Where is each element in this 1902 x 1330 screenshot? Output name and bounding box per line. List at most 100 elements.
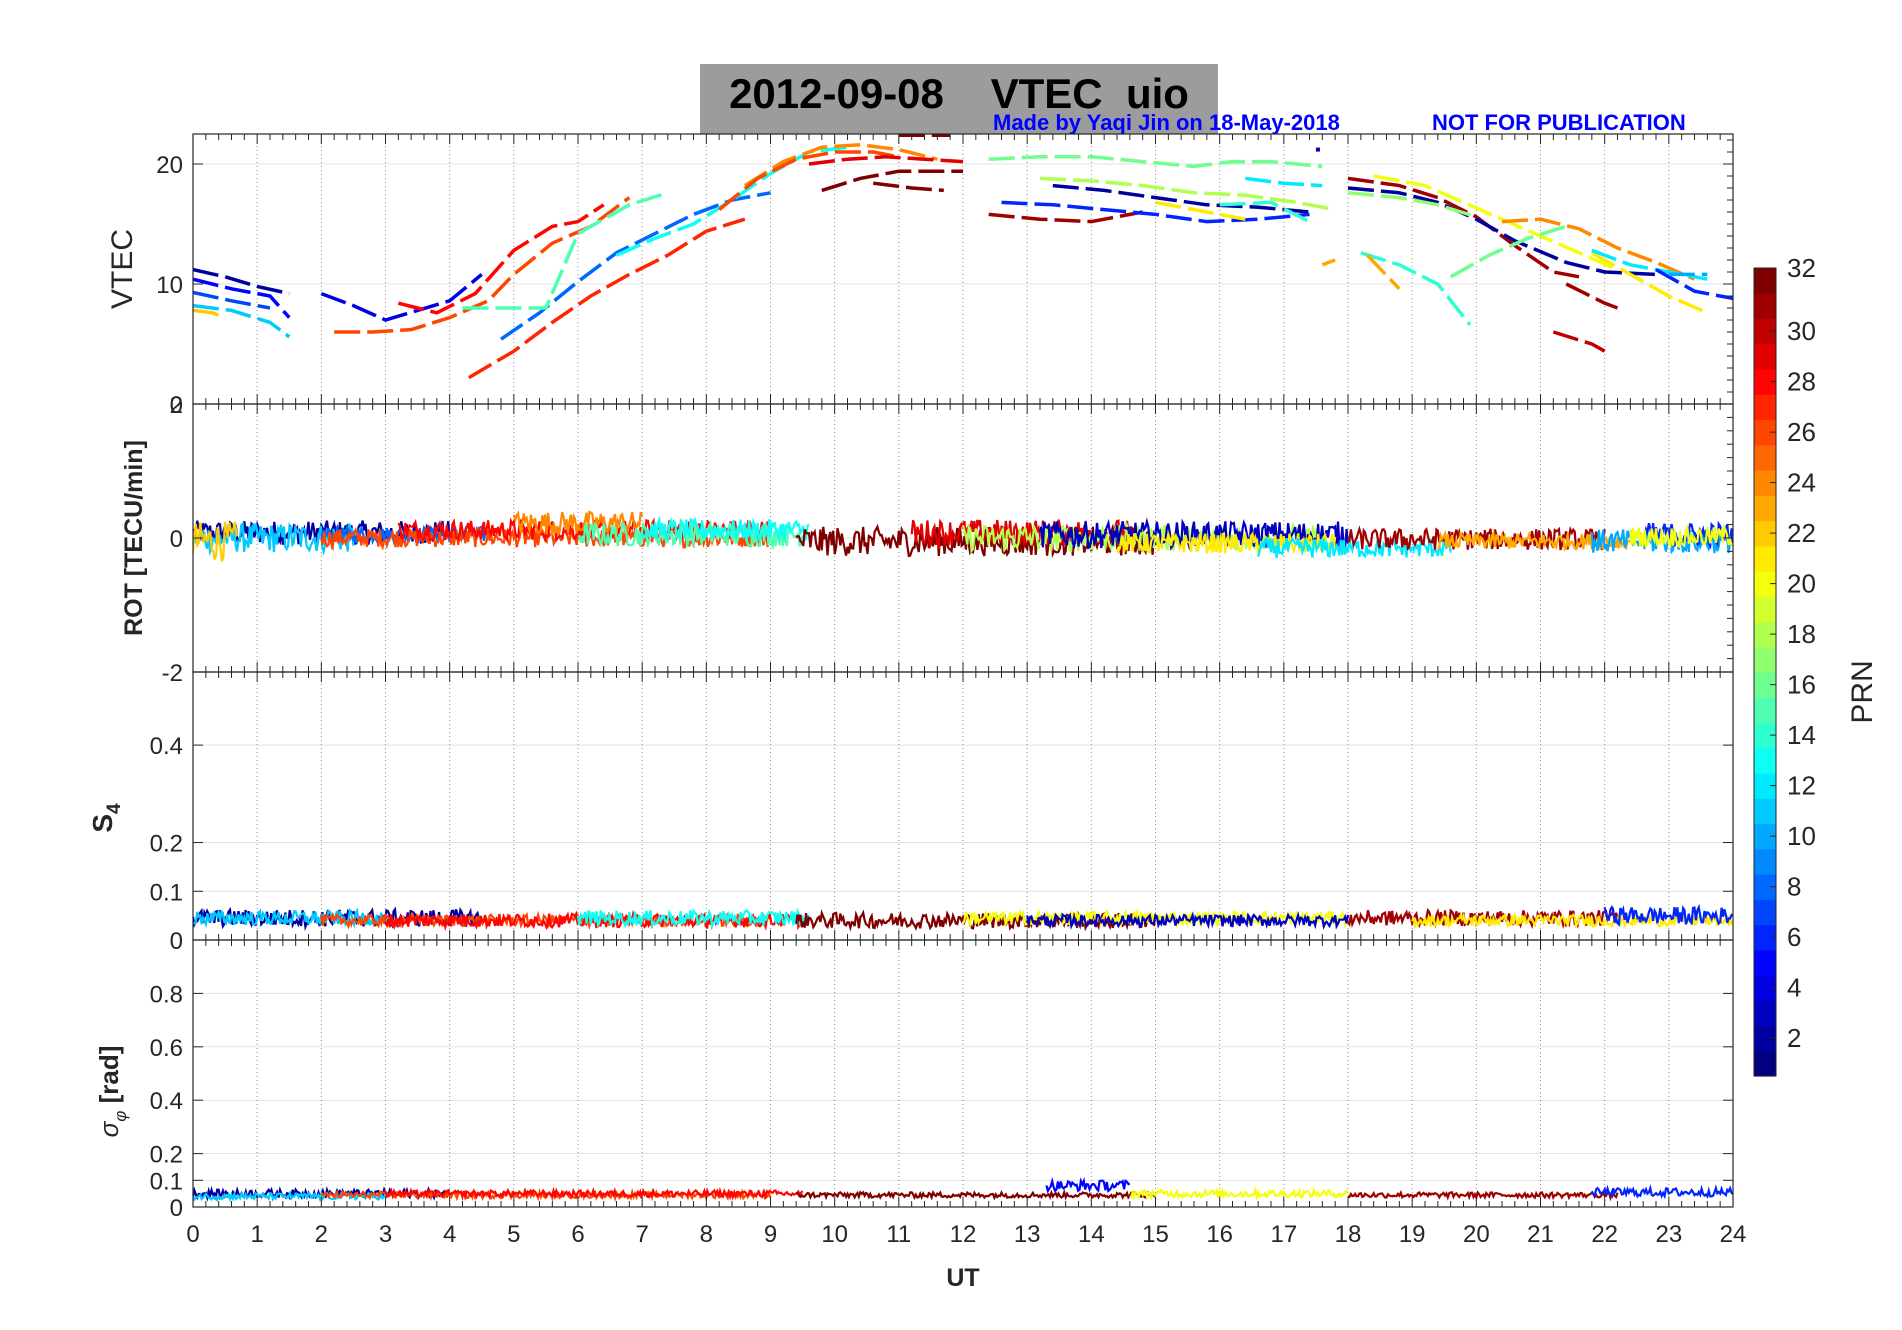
series-prn-28 [384, 1186, 804, 1202]
colorbar-swatch [1754, 394, 1776, 421]
y-tick-label: 0.6 [150, 1035, 183, 1062]
series-prn-6 [1001, 200, 1310, 224]
colorbar-swatch [1754, 1000, 1776, 1027]
series-prn-31 [1347, 525, 1606, 551]
colorbar-swatch [1754, 747, 1776, 774]
series-prn-23 [1366, 253, 1401, 291]
series-prn-22 [193, 521, 239, 562]
colorbar-swatch [1754, 848, 1776, 875]
x-tick-label: 6 [571, 1221, 584, 1248]
colorbar-swatch [1754, 874, 1776, 900]
title-box [700, 64, 1218, 134]
series-prn-27 [468, 217, 746, 380]
colorbar-swatch [1754, 773, 1776, 799]
colorbar-swatch [1754, 343, 1776, 370]
colorbar-tick-label: 4 [1787, 973, 1801, 1003]
colorbar-label: PRN [1846, 660, 1879, 723]
colorbar-swatch [1754, 1050, 1776, 1077]
x-tick-label: 7 [635, 1221, 648, 1248]
panel-vtec: 0 10 20 VTEC [106, 133, 1734, 419]
series-prn-7 [193, 290, 271, 310]
data-layer [193, 1176, 1733, 1203]
x-tick-label: 22 [1591, 1221, 1618, 1248]
series-prn-18 [1039, 176, 1336, 212]
series-prn-14 [1219, 200, 1311, 224]
series-prn-21 [1155, 200, 1246, 221]
colorbar-tick-label: 14 [1787, 720, 1816, 750]
credit-text: Made by Yaqi Jin on 18-May-2018 [993, 110, 1340, 135]
series-prn-32 [821, 169, 963, 193]
colorbar-swatch [1754, 596, 1776, 623]
y-tick-label: 0.2 [150, 831, 183, 858]
series-prn-30 [1552, 330, 1606, 353]
y-tick-label: 0.1 [150, 879, 183, 906]
series-prn-29 [808, 155, 964, 166]
y-tick-label: 2 [170, 392, 183, 419]
series-prn-26 [718, 150, 900, 211]
y-tick-label: 0.2 [150, 1142, 183, 1169]
y-tick-label: 10 [156, 272, 183, 299]
series-prn-3 [1026, 910, 1350, 930]
data-layer [193, 510, 1733, 562]
series-prn-16 [988, 155, 1323, 169]
series-prn-15 [462, 191, 669, 310]
colorbar-swatch [1754, 798, 1776, 825]
series-prn-13 [576, 907, 811, 930]
series-prn-20 [1629, 523, 1733, 549]
y-tick-label: 0 [170, 392, 183, 419]
series-prn-14 [1360, 251, 1472, 326]
x-tick-label: 8 [700, 1221, 713, 1248]
x-tick-label: 21 [1527, 1221, 1554, 1248]
series-prn-20 [1373, 174, 1619, 272]
colorbar-tick-label: 18 [1787, 619, 1816, 649]
series-prn-8 [500, 191, 771, 341]
colorbar-swatch [1754, 318, 1776, 345]
panel-s4: 0 0.1 0.2 0.4 S4 [87, 671, 1734, 955]
colorbar-swatch [1754, 293, 1776, 320]
colorbar-swatch [1754, 949, 1776, 976]
colorbar-tick-label: 10 [1787, 821, 1816, 851]
series-prn-13 [641, 515, 810, 544]
y-tick-label: 20 [156, 152, 183, 179]
y-axis-label: S4 [87, 803, 125, 833]
colorbar-swatch [1754, 369, 1776, 395]
colorbar-tick-label: 30 [1787, 316, 1816, 346]
colorbar-swatch [1754, 444, 1776, 471]
x-tick-label: 10 [821, 1221, 848, 1248]
colorbar-swatch [1754, 545, 1776, 572]
colorbar-tick-label: 32 [1787, 253, 1816, 283]
panel-sigphi: 00.10.20.40.60.8σφ [rad]0 1 2 3 4 5 6 7 8 9 10 11 12… [94, 939, 1747, 1292]
colorbar-tick-label: 24 [1787, 468, 1816, 498]
series-prn-12 [1245, 176, 1323, 188]
colorbar-tick-label: 6 [1787, 922, 1801, 952]
y-tick-label: 0.8 [150, 981, 183, 1008]
series-prn-20 [1129, 1185, 1349, 1202]
y-tick-label: 0.1 [150, 1168, 183, 1195]
y-tick-label: 0.4 [150, 1088, 183, 1115]
series-prn-31 [988, 210, 1144, 224]
x-tick-label: 24 [1720, 1221, 1747, 1248]
title-product: VTEC [990, 70, 1103, 117]
series-prn-22 [193, 308, 226, 320]
colorbar-tick-label: 12 [1787, 771, 1816, 801]
colorbar-tick-label: 16 [1787, 670, 1816, 700]
y-tick-label: -2 [162, 660, 183, 687]
colorbar-swatch [1754, 924, 1776, 951]
series-prn-24 [743, 143, 938, 188]
x-tick-label: 17 [1270, 1221, 1297, 1248]
x-tick-label: 2 [315, 1221, 328, 1248]
y-axis-label: σφ [rad] [94, 1046, 130, 1138]
series-prn-31 [1348, 1189, 1619, 1202]
x-axis-label: UT [946, 1264, 979, 1292]
series-prn-31 [1565, 282, 1619, 310]
y-axis-label: ROT [TECU/min] [120, 440, 148, 636]
x-tick-label: 12 [950, 1221, 977, 1248]
chart-title: 2012-09-08 VTEC uio [700, 70, 1218, 118]
series-prn-5 [1045, 1176, 1131, 1194]
colorbar-swatch [1754, 419, 1776, 446]
colorbar-tick-label: 20 [1787, 569, 1816, 599]
colorbar-tick-label: 22 [1787, 518, 1816, 548]
series-prn-6 [1655, 268, 1733, 301]
title-date: 2012-09-08 [729, 70, 944, 117]
